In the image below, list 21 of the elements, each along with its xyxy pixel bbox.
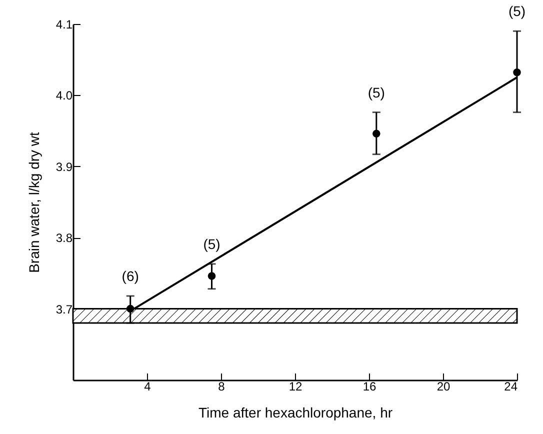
x-tick-label: 12 xyxy=(288,380,302,394)
y-axis-title: Brain water, l/kg dry wt xyxy=(26,132,42,273)
x-tick-label: 24 xyxy=(504,380,518,394)
x-axis-title: Time after hexachlorophane, hr xyxy=(198,404,393,420)
annotation: (6) xyxy=(122,268,139,284)
annotation: (5) xyxy=(368,84,385,100)
y-tick-label: 3.9 xyxy=(56,160,73,174)
annotation: (5) xyxy=(203,236,220,252)
x-tick-label: 20 xyxy=(436,380,450,394)
point xyxy=(513,68,521,76)
point xyxy=(126,304,134,313)
point xyxy=(208,272,216,280)
annotation: (5) xyxy=(508,3,526,20)
x-tick-label: 8 xyxy=(218,380,226,394)
y-tick-label: 3.7 xyxy=(56,302,73,316)
y-tick-label: 3.8 xyxy=(56,231,73,246)
x-tick-label: 4 xyxy=(144,380,152,394)
y-tick-label: 4.0 xyxy=(56,88,73,103)
point xyxy=(372,130,380,138)
x-tick-label: 16 xyxy=(362,380,376,394)
y-tick-label: 4.1 xyxy=(56,18,73,32)
